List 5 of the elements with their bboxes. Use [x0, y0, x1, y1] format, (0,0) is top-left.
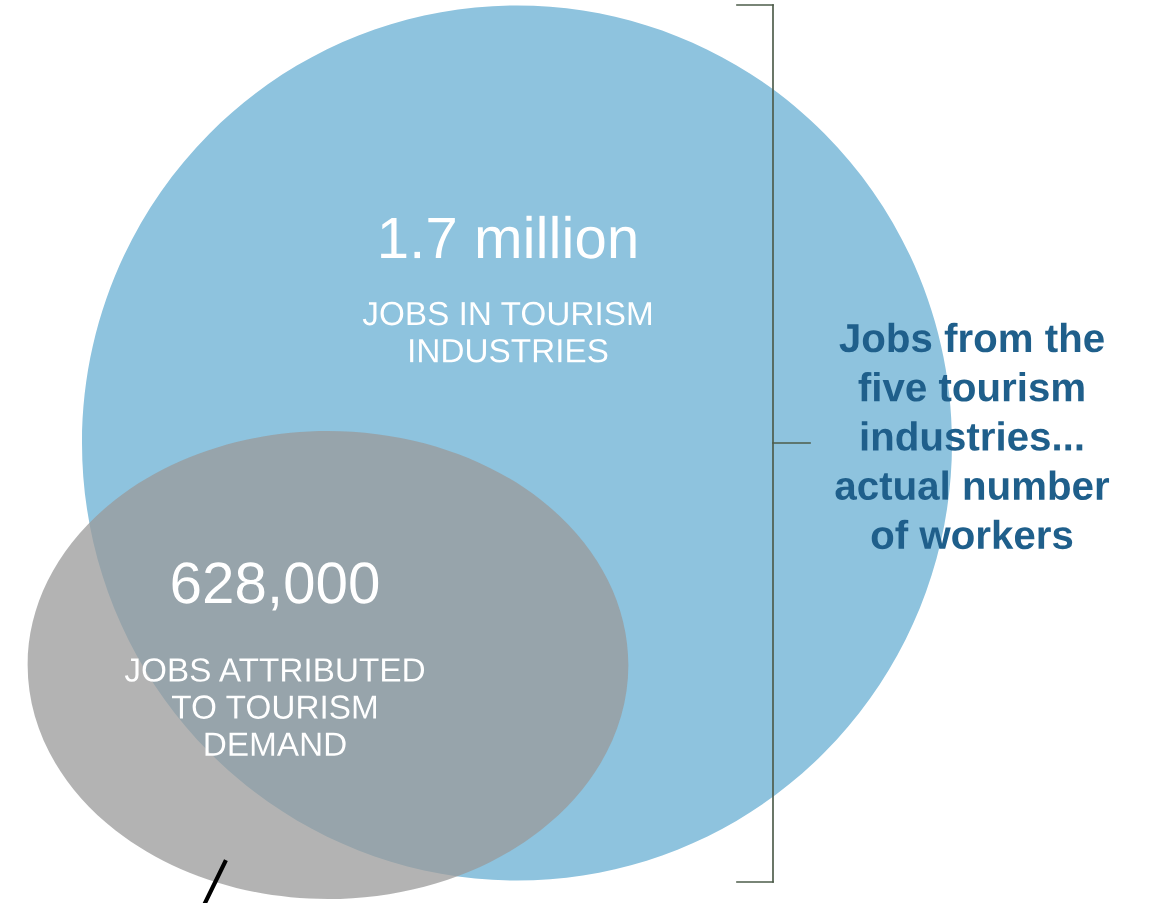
data-label: 628,000	[172, 562, 379, 611]
category-label: JOBS IN TOURISM INDUSTRIES	[362, 301, 651, 363]
category-label: JOBS ATTRIBUTED TO TOURISM DEMAND	[124, 658, 425, 756]
data-label: 1.7 million	[381, 215, 636, 259]
text: Jobs from the five tourism industries... actual number of workers	[835, 322, 1110, 550]
